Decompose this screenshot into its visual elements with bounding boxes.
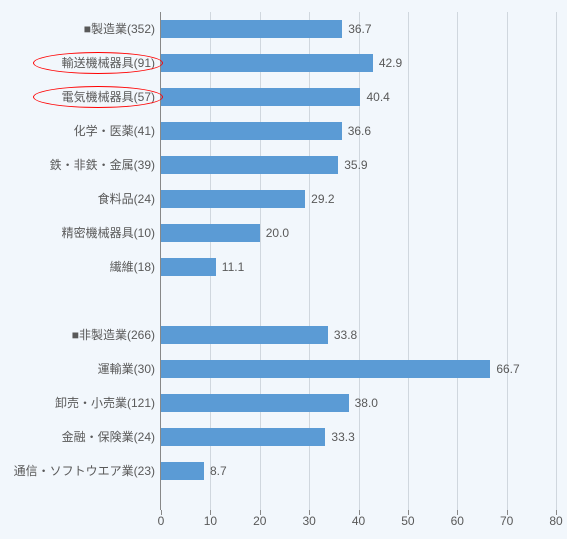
value-label: 36.7 (348, 22, 371, 36)
value-label: 11.1 (222, 260, 244, 274)
bar (161, 258, 216, 276)
x-tick-label: 20 (253, 514, 266, 528)
bar (161, 20, 342, 38)
category-label: ■製造業(352) (84, 20, 155, 38)
x-tick-label: 60 (451, 514, 464, 528)
gridline (408, 12, 409, 510)
bar-row: 卸売・小売業(121)38.0 (161, 394, 378, 412)
category-label: 化学・医薬(41) (74, 122, 155, 140)
gridline (359, 12, 360, 510)
value-label: 40.4 (366, 90, 389, 104)
value-label: 8.7 (210, 464, 227, 478)
bar (161, 462, 204, 480)
value-label: 42.9 (379, 56, 402, 70)
gridline (507, 12, 508, 510)
x-tick-label: 30 (302, 514, 315, 528)
bar-row: 食料品(24)29.2 (161, 190, 335, 208)
value-label: 66.7 (496, 362, 519, 376)
bar (161, 54, 373, 72)
x-tick-label: 70 (500, 514, 513, 528)
bar (161, 360, 490, 378)
bar-row: 輸送機械器具(91)42.9 (161, 54, 402, 72)
x-tick-label: 50 (401, 514, 414, 528)
gridline (556, 12, 557, 510)
bar-row: 繊維(18)11.1 (161, 258, 244, 276)
bar (161, 224, 260, 242)
bar (161, 88, 360, 106)
category-label: 卸売・小売業(121) (55, 394, 155, 412)
bar (161, 428, 325, 446)
bar-row: 化学・医薬(41)36.6 (161, 122, 371, 140)
category-label: 食料品(24) (98, 190, 155, 208)
x-tick-label: 10 (204, 514, 217, 528)
bar-chart: 01020304050607080■製造業(352)36.7輸送機械器具(91)… (0, 0, 567, 539)
category-label: 運輸業(30) (98, 360, 155, 378)
value-label: 33.8 (334, 328, 357, 342)
category-label: 繊維(18) (110, 258, 155, 276)
category-label: ■非製造業(266) (72, 326, 155, 344)
category-label: 金融・保険業(24) (62, 428, 155, 446)
category-label: 精密機械器具(10) (62, 224, 155, 242)
bar-row: ■製造業(352)36.7 (161, 20, 372, 38)
value-label: 38.0 (355, 396, 378, 410)
bar (161, 326, 328, 344)
x-tick-label: 0 (158, 514, 165, 528)
value-label: 29.2 (311, 192, 334, 206)
value-label: 20.0 (266, 226, 289, 240)
bar (161, 394, 349, 412)
value-label: 33.3 (331, 430, 354, 444)
gridline (457, 12, 458, 510)
value-label: 36.6 (348, 124, 371, 138)
plot-area: 01020304050607080■製造業(352)36.7輸送機械器具(91)… (160, 12, 556, 510)
category-label: 通信・ソフトウエア業(23) (14, 462, 155, 480)
bar (161, 190, 305, 208)
bar (161, 122, 342, 140)
category-label: 輸送機械器具(91) (62, 54, 155, 72)
category-label: 電気機械器具(57) (62, 88, 155, 106)
category-label: 鉄・非鉄・金属(39) (50, 156, 155, 174)
bar (161, 156, 338, 174)
bar-row: 精密機械器具(10)20.0 (161, 224, 289, 242)
x-tick-label: 40 (352, 514, 365, 528)
bar-row: 電気機械器具(57)40.4 (161, 88, 390, 106)
value-label: 35.9 (344, 158, 367, 172)
bar-row: ■非製造業(266)33.8 (161, 326, 357, 344)
bar-row: 運輸業(30)66.7 (161, 360, 520, 378)
bar-row: 金融・保険業(24)33.3 (161, 428, 355, 446)
bar-row: 通信・ソフトウエア業(23)8.7 (161, 462, 227, 480)
x-tick-label: 80 (549, 514, 562, 528)
bar-row: 鉄・非鉄・金属(39)35.9 (161, 156, 368, 174)
